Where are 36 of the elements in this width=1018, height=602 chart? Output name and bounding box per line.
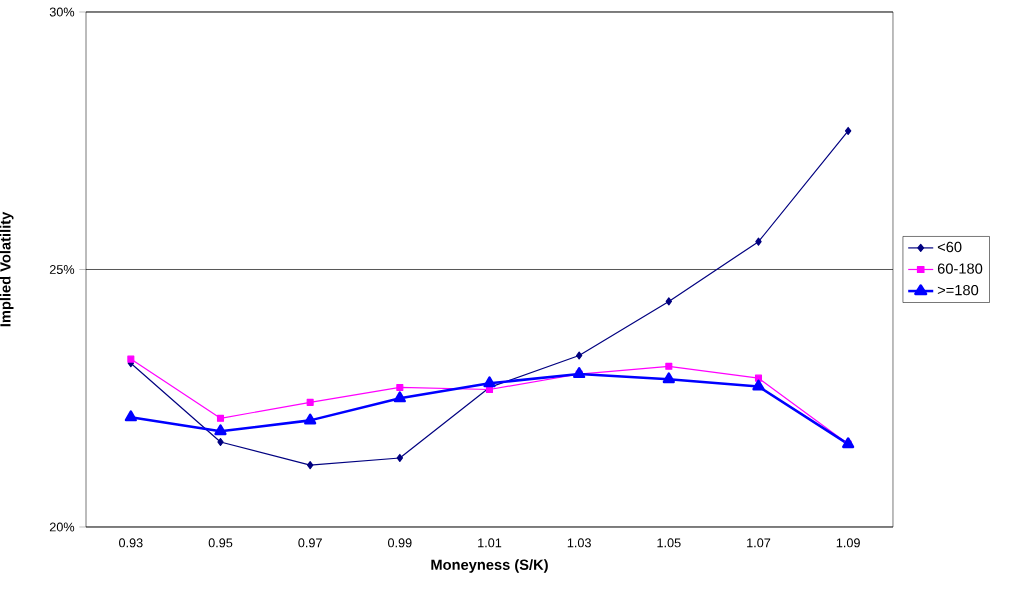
x-tick-label: 0.95 [208,538,233,548]
legend-label: 60-180 [937,263,983,274]
y-tick-label: 25% [49,265,75,274]
x-tick-label: 0.93 [119,538,143,548]
point [216,414,225,422]
point [483,376,496,388]
point [844,126,852,136]
x-tick-label: 0.99 [388,538,412,548]
x-tick-label: 1.01 [478,538,502,548]
point [755,237,762,246]
x-axis-title: Moneyness (S/K) [431,559,548,573]
x-tick-label: 1.09 [836,538,860,548]
x-tick-label: 0.97 [298,538,322,548]
legend-label: >=180 [937,284,979,296]
point [396,453,404,463]
point [393,391,406,403]
y-tick-label: 20% [49,522,75,532]
y-tick-label: 30% [49,7,75,17]
point [304,413,317,425]
point [665,362,673,370]
point [217,437,224,447]
point [127,355,135,363]
point [306,398,314,406]
point [575,351,583,360]
y-axis-title: Implied Volatility [0,211,14,327]
x-tick-label: 1.07 [747,538,771,548]
point [306,461,314,470]
point [124,410,137,422]
legend-label: <60 [937,241,962,253]
point [665,297,673,306]
point [214,424,227,436]
point [752,379,765,391]
point [396,383,404,391]
x-tick-label: 1.03 [567,538,591,548]
point [662,372,675,384]
x-tick-label: 1.05 [657,538,681,548]
